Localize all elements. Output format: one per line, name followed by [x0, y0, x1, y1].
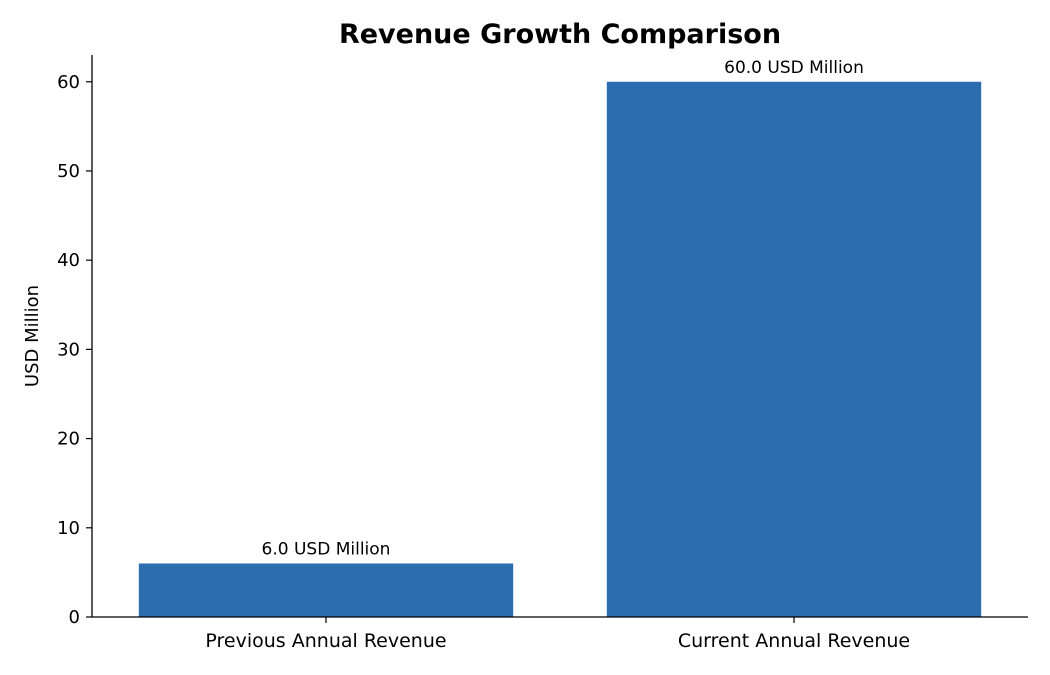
- y-tick-label: 20: [57, 429, 80, 450]
- plot-area: 0 10 20 30 40 50 60 Previous Annual Revenue 6.0 …: [57, 58, 982, 652]
- data-label: 60.0 USD Million: [724, 58, 864, 78]
- data-label: 6.0 USD Million: [262, 539, 391, 559]
- y-tick-label: 60: [57, 72, 80, 93]
- x-tick-label: Current Annual Revenue: [678, 630, 910, 652]
- x-tick-label: Previous Annual Revenue: [205, 630, 446, 652]
- chart-title: Revenue Growth Comparison: [339, 19, 781, 50]
- y-tick-label: 10: [57, 518, 80, 539]
- y-tick-label: 30: [57, 339, 80, 360]
- y-axis-label: USD Million: [22, 285, 43, 387]
- y-tick-label: 50: [57, 161, 80, 182]
- bar: [138, 563, 514, 617]
- y-tick-label: 40: [57, 250, 80, 271]
- y-tick-label: 0: [69, 607, 80, 628]
- bar: [606, 81, 982, 617]
